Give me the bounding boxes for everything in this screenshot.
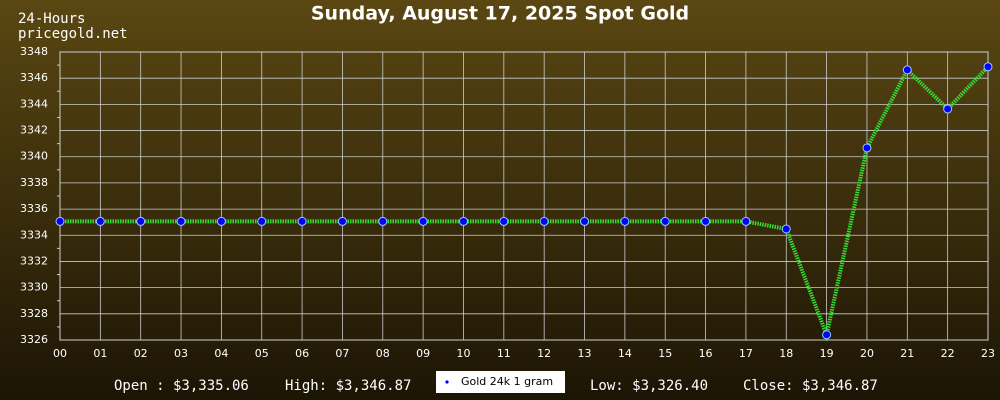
- x-tick-label: 09: [416, 347, 430, 360]
- y-tick-label: 3336: [20, 202, 48, 215]
- point: [822, 330, 832, 340]
- point: [499, 216, 509, 226]
- x-tick-label: 06: [295, 347, 309, 360]
- x-tick-label: 22: [941, 347, 955, 360]
- source: pricegold.net: [18, 26, 128, 42]
- point: [660, 216, 670, 226]
- point: [95, 216, 105, 226]
- point: [337, 216, 347, 226]
- y-tick-label: 3338: [20, 176, 48, 189]
- y-tick-label: 3334: [20, 228, 48, 241]
- point: [620, 216, 630, 226]
- x-tick-label: 17: [739, 347, 753, 360]
- x-tick-label: 03: [174, 347, 188, 360]
- x-tick-label: 00: [53, 347, 67, 360]
- x-tick-label: 16: [699, 347, 713, 360]
- period-label: 24-Hours: [18, 11, 85, 27]
- legend-label: Gold 24k 1 gram: [461, 375, 553, 388]
- chart-title: Sunday, August 17, 2025 Spot Gold: [311, 3, 689, 25]
- y-tick-label: 3328: [20, 307, 48, 320]
- x-tick-label: 08: [376, 347, 390, 360]
- x-tick-label: 14: [618, 347, 632, 360]
- point: [136, 216, 146, 226]
- y-tick-label: 3330: [20, 281, 48, 294]
- point: [297, 216, 307, 226]
- low-stat: Low: $3,326.40: [590, 378, 708, 394]
- point: [176, 216, 186, 226]
- y-tick-label: 3342: [20, 124, 48, 137]
- x-tick-label: 11: [497, 347, 511, 360]
- point: [539, 216, 549, 226]
- point: [418, 216, 428, 226]
- x-tick-label: 13: [578, 347, 592, 360]
- high-stat: High: $3,346.87: [285, 378, 411, 394]
- legend: [436, 371, 565, 393]
- x-tick-label: 23: [981, 347, 995, 360]
- x-tick-label: 02: [134, 347, 148, 360]
- point: [741, 216, 751, 226]
- y-tick-label: 3348: [20, 45, 48, 58]
- point: [580, 216, 590, 226]
- x-tick-label: 12: [537, 347, 551, 360]
- point: [902, 65, 912, 75]
- x-tick-label: 18: [779, 347, 793, 360]
- x-tick-label: 07: [335, 347, 349, 360]
- price-line: [60, 65, 990, 342]
- point: [458, 216, 468, 226]
- point: [216, 216, 226, 226]
- x-tick-label: 10: [456, 347, 470, 360]
- y-tick-label: 3346: [20, 71, 48, 84]
- point: [781, 224, 791, 234]
- point: [378, 216, 388, 226]
- x-tick-label: 01: [93, 347, 107, 360]
- close-stat: Close: $3,346.87: [743, 378, 878, 394]
- y-tick-label: 3340: [20, 150, 48, 163]
- y-tick-label: 3344: [20, 97, 48, 110]
- point: [983, 62, 993, 72]
- x-tick-label: 05: [255, 347, 269, 360]
- point: [943, 104, 953, 114]
- x-tick-label: 19: [820, 347, 834, 360]
- point: [701, 216, 711, 226]
- y-tick-label: 3326: [20, 333, 48, 346]
- point: [862, 143, 872, 153]
- point: [257, 216, 267, 226]
- x-tick-label: 15: [658, 347, 672, 360]
- x-tick-label: 20: [860, 347, 874, 360]
- x-tick-label: 04: [214, 347, 228, 360]
- point: [55, 216, 65, 226]
- legend-marker: [445, 380, 449, 384]
- open-stat: Open : $3,335.06: [114, 378, 249, 394]
- x-tick-label: 21: [900, 347, 914, 360]
- y-tick-label: 3332: [20, 254, 48, 267]
